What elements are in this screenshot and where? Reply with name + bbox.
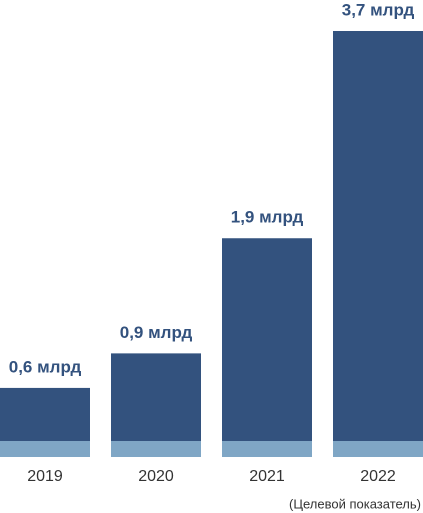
annotation: (Целевой показатель) (289, 496, 421, 511)
bar-base (111, 441, 201, 457)
x-tick-label: 2022 (360, 468, 396, 485)
x-tick-label: 2019 (27, 468, 63, 485)
bar-base (222, 441, 312, 457)
value-label: 0,9 млрд (120, 323, 193, 342)
bar (222, 238, 312, 457)
bar-base (0, 441, 90, 457)
value-label: 3,7 млрд (342, 0, 415, 19)
x-tick-label: 2021 (249, 468, 285, 485)
bar-base (333, 441, 423, 457)
value-label: 1,9 млрд (231, 208, 304, 227)
bar (111, 353, 201, 457)
value-label: 0,6 млрд (9, 357, 82, 376)
bar (333, 31, 423, 457)
x-tick-label: 2020 (138, 468, 174, 485)
